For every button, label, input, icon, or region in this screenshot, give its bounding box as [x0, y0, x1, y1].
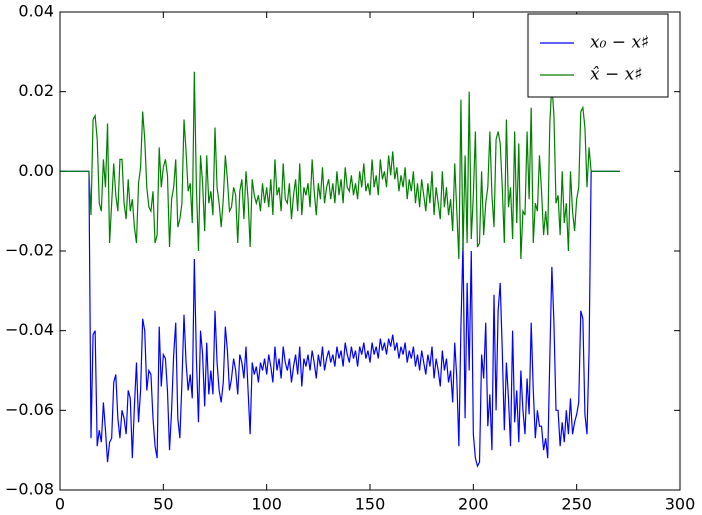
y-tick-label: −0.06 [5, 400, 54, 419]
y-tick-label: 0.02 [18, 81, 54, 100]
x-tick-label: 50 [153, 495, 173, 514]
series-line [60, 170, 621, 468]
legend-label: x₀ − x♯ [590, 33, 649, 53]
y-tick-label: −0.02 [5, 241, 54, 260]
legend-box [527, 13, 669, 98]
series-line [60, 71, 621, 259]
x-tick-label: 100 [251, 495, 282, 514]
x-tick-label: 250 [561, 495, 592, 514]
x-tick-label: 150 [355, 495, 386, 514]
y-tick-label: −0.08 [5, 480, 54, 499]
x-tick-label: 200 [458, 495, 489, 514]
legend-label: x̂ − x♯ [590, 65, 642, 85]
y-tick-label: −0.04 [5, 320, 54, 339]
plot-frame [59, 11, 681, 491]
x-tick-label: 0 [55, 495, 65, 514]
y-tick-label: 0.04 [18, 2, 54, 21]
y-tick-label: 0.00 [18, 161, 54, 180]
x-tick-label: 300 [665, 495, 696, 514]
